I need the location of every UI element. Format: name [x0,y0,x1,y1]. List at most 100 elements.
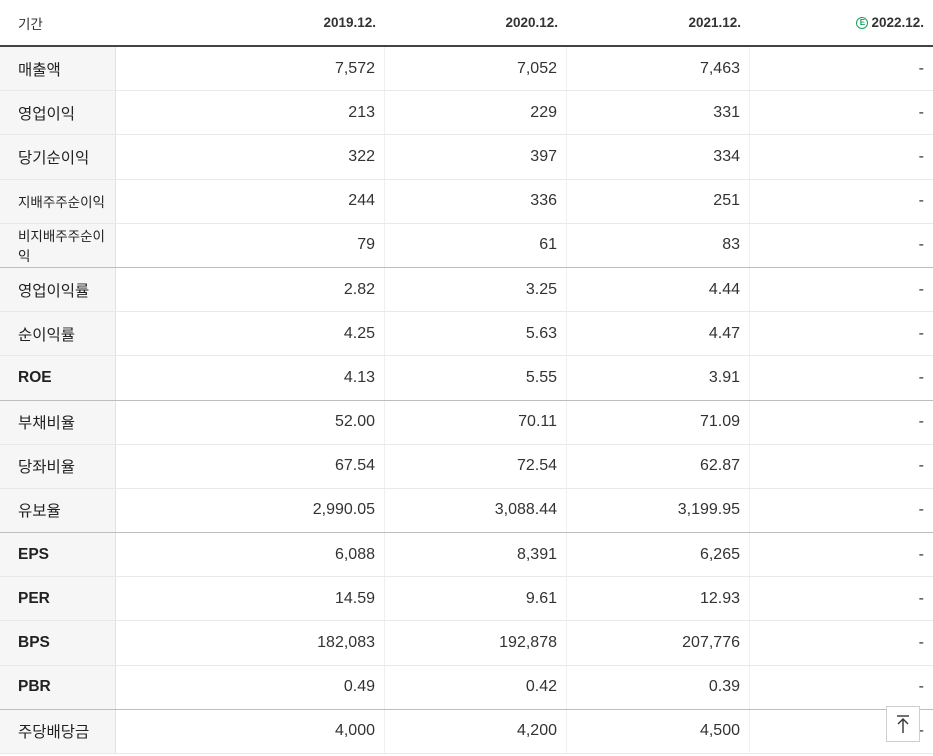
value-cell: - [918,192,924,210]
value-cell: 4.13 [116,356,385,400]
value-cell: 331 [567,91,750,135]
value-cell: 229 [385,91,567,135]
table-row: 매출액 7,572 7,052 7,463 - [0,47,933,92]
value-cell: 61 [385,223,567,267]
value-cell: 79 [116,223,385,267]
value-cell: 7,572 [116,47,385,91]
value-cell: - [918,501,924,519]
row-label: PER [0,577,116,621]
row-label: 영업이익률 [0,267,116,312]
value-cell: 0.49 [116,665,385,709]
value-cell: 0.42 [385,665,567,709]
row-label: 지배주주순이익 [0,179,116,223]
table-row: 지배주주순이익 244 336 251 - [0,179,933,224]
column-header-2022-label: 2022.12. [871,15,924,30]
row-label: BPS [0,621,116,665]
arrow-up-to-top-icon [897,715,909,733]
table-row: EPS 6,088 8,391 6,265 - [0,533,933,578]
table-row: ROE 4.13 5.55 3.91 - [0,356,933,401]
value-cell: - [918,368,924,386]
row-label: 유보율 [0,488,116,533]
value-cell: 251 [567,179,750,223]
value-cell: 397 [385,135,567,179]
column-header-2022-estimate: E 2022.12. [750,0,933,45]
value-cell: 6,088 [116,533,385,577]
value-cell: 3,199.95 [567,488,750,533]
value-cell: - [918,280,924,298]
value-cell: 14.59 [116,577,385,621]
value-cell: 70.11 [385,400,567,444]
value-cell: 4.44 [567,267,750,312]
value-cell: - [918,457,924,475]
value-cell: - [918,722,924,740]
scroll-to-top-button[interactable] [886,706,920,742]
value-cell: 192,878 [385,621,567,665]
value-cell: 2,990.05 [116,488,385,533]
value-cell: - [918,147,924,165]
value-cell: 7,052 [385,47,567,91]
table-row: 당기순이익 322 397 334 - [0,135,933,180]
value-cell: 72.54 [385,444,567,488]
value-cell: 67.54 [116,444,385,488]
value-cell: - [918,589,924,607]
value-cell: 62.87 [567,444,750,488]
value-cell: 8,391 [385,533,567,577]
value-cell: 5.63 [385,312,567,356]
table-row: PBR 0.49 0.42 0.39 - [0,665,933,710]
value-cell: - [918,324,924,342]
table-row: 유보율 2,990.05 3,088.44 3,199.95 - [0,488,933,534]
value-cell: - [918,236,924,254]
value-cell: - [918,634,924,652]
value-cell: 4.47 [567,312,750,356]
row-label: 주당배당금 [0,709,116,753]
value-cell: 334 [567,135,750,179]
row-label: PBR [0,665,116,709]
table-row: BPS 182,083 192,878 207,776 - [0,621,933,666]
value-cell: 3.25 [385,267,567,312]
value-cell: 2.82 [116,267,385,312]
value-cell: 322 [116,135,385,179]
column-header-2019: 2019.12. [323,15,376,30]
value-cell: 12.93 [567,577,750,621]
table-row: 당좌비율 67.54 72.54 62.87 - [0,444,933,489]
table-row: PER 14.59 9.61 12.93 - [0,577,933,622]
table-row: 순이익률 4.25 5.63 4.47 - [0,312,933,357]
estimate-e-icon: E [856,16,869,29]
value-cell: 4.25 [116,312,385,356]
table-row: 비지배주주순이익 79 61 83 - [0,223,933,268]
value-cell: 213 [116,91,385,135]
row-label: 영업이익 [0,91,116,135]
period-header: 기간 [0,0,116,45]
row-label: 당좌비율 [0,444,116,488]
value-cell: 3.91 [567,356,750,400]
value-cell: - [918,103,924,121]
row-label: 매출액 [0,47,116,91]
value-cell: 52.00 [116,400,385,444]
value-cell: 83 [567,223,750,267]
value-cell: - [918,678,924,696]
value-cell: 9.61 [385,577,567,621]
value-cell: 207,776 [567,621,750,665]
value-cell: 4,000 [116,709,385,753]
value-cell: 3,088.44 [385,488,567,533]
table-row: 주당배당금 4,000 4,200 4,500 - [0,709,933,754]
table-body: 매출액 7,572 7,052 7,463- 영업이익 213 229 331- 당기순이익 32… [0,47,933,754]
table-header-row: 기간 2019.12. 2020.12. 2021.12. E 2022.12. [0,0,933,47]
value-cell: - [918,413,924,431]
value-cell: 336 [385,179,567,223]
row-label: 당기순이익 [0,135,116,179]
column-header-2020: 2020.12. [505,15,558,30]
value-cell: 71.09 [567,400,750,444]
value-cell: 6,265 [567,533,750,577]
column-header-2021: 2021.12. [688,15,741,30]
table-row: 영업이익률 2.82 3.25 4.44 - [0,267,933,313]
value-cell: 4,500 [567,709,750,753]
value-cell: 4,200 [385,709,567,753]
value-cell: 7,463 [567,47,750,91]
value-cell: 182,083 [116,621,385,665]
value-cell: 244 [116,179,385,223]
row-label: ROE [0,356,116,400]
row-label: EPS [0,533,116,577]
row-label: 부채비율 [0,400,116,444]
